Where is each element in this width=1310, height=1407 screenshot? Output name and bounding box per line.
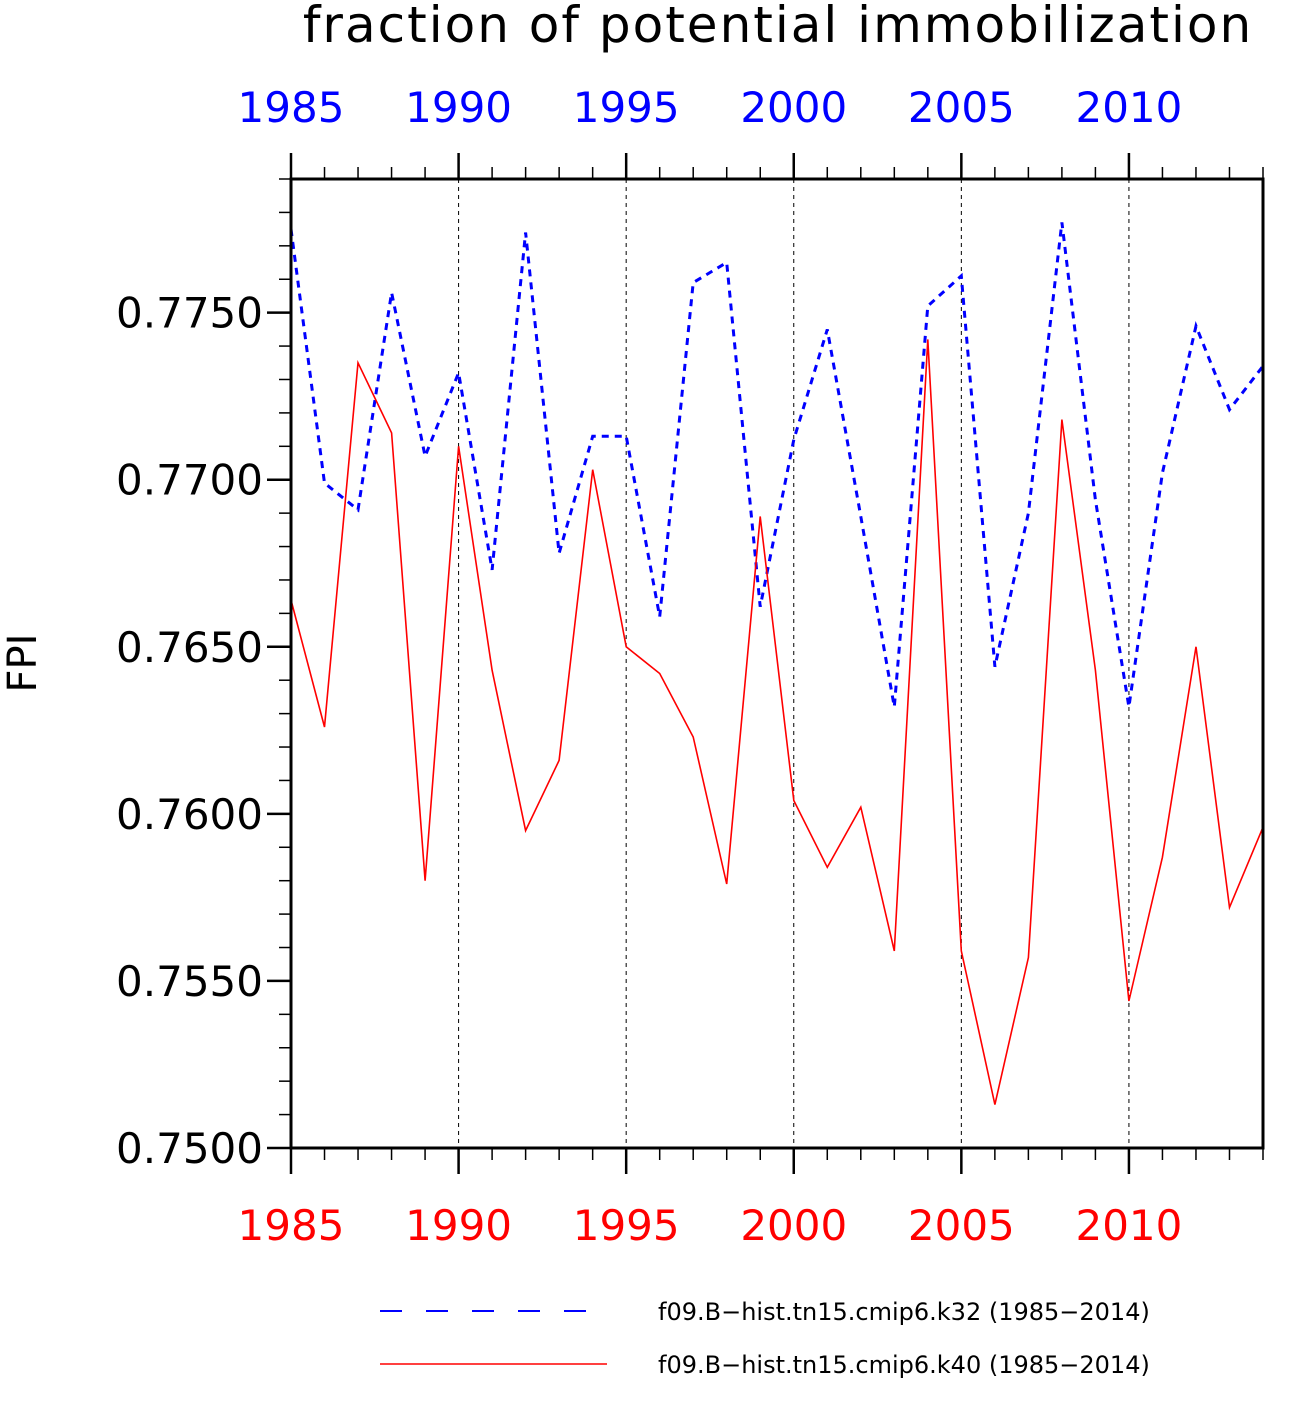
x-tick-label-top: 2005	[908, 83, 1015, 132]
plot-frame	[289, 177, 1265, 1150]
legend: f09.B−hist.tn15.cmip6.k32 (1985−2014) f09…	[380, 1298, 1150, 1379]
y-tick-label: 0.7750	[116, 289, 263, 338]
series-layer	[289, 222, 1265, 1105]
legend-label-2: f09.B−hist.tn15.cmip6.k40 (1985−2014)	[658, 1351, 1150, 1379]
y-tick-label: 0.7550	[116, 957, 263, 1006]
y-axis-label: FPI	[0, 634, 46, 693]
x-tick-label-top: 1995	[573, 83, 680, 132]
x-tick-label-top: 2000	[740, 83, 847, 132]
x-tick-label-bottom: 1990	[405, 1201, 512, 1250]
x-tick-label-bottom: 2010	[1075, 1201, 1182, 1250]
x-tick-label-bottom: 2005	[908, 1201, 1015, 1250]
x-tick-label-bottom: 1995	[573, 1201, 680, 1250]
y-tick-label: 0.7500	[116, 1124, 263, 1173]
x-tick-label-top: 1985	[238, 83, 345, 132]
y-tick-label: 0.7650	[116, 623, 263, 672]
series-line-1	[289, 222, 1265, 708]
x-tick-label-bottom: 1985	[238, 1201, 345, 1250]
axes	[267, 153, 1265, 1174]
grid-lines	[458, 179, 1130, 1148]
x-tick-label-top: 1990	[405, 83, 512, 132]
series-line-2	[290, 339, 1264, 1105]
x-tick-label-top: 2010	[1075, 83, 1182, 132]
y-tick-label: 0.7600	[116, 790, 263, 839]
legend-label-1: f09.B−hist.tn15.cmip6.k32 (1985−2014)	[658, 1298, 1150, 1326]
y-tick-label: 0.7700	[116, 456, 263, 505]
x-tick-label-bottom: 2000	[740, 1201, 847, 1250]
tick-labels: 0.7500 0.7550 0.7600 0.7650 0.7700 0.7750 1985…	[116, 83, 1182, 1250]
chart-title: fraction of potential immobilization	[303, 0, 1253, 54]
